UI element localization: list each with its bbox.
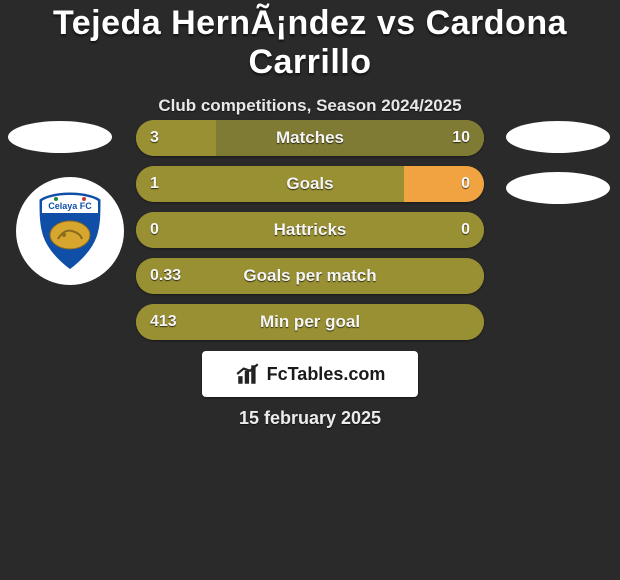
page-title: Tejeda HernÃ¡ndez vs Cardona Carrillo: [0, 0, 620, 82]
stat-left-fill: [136, 304, 484, 340]
stat-left-fill: [136, 166, 404, 202]
stat-row: Hattricks00: [136, 212, 484, 248]
stat-row: Goals10: [136, 166, 484, 202]
brand-text: FcTables.com: [267, 364, 386, 385]
stat-bars: Matches310 Goals10 Hattricks00 Goals per ma…: [136, 120, 484, 350]
stat-left-fill: [136, 258, 484, 294]
club-right-badge-placeholder: [506, 172, 610, 204]
stat-left-fill: [136, 212, 484, 248]
stat-right-fill: [404, 166, 484, 202]
footer-date: 15 february 2025: [0, 408, 620, 429]
player-left-avatar-placeholder: [8, 121, 112, 153]
bar-chart-icon: [235, 361, 261, 387]
club-left-badge: Celaya FC: [16, 177, 124, 285]
stat-row: Min per goal413: [136, 304, 484, 340]
svg-text:Celaya FC: Celaya FC: [48, 201, 92, 211]
stat-right-fill: [216, 120, 484, 156]
player-right-avatar-placeholder: [506, 121, 610, 153]
club-shield-icon: Celaya FC: [34, 189, 106, 273]
page-subtitle: Club competitions, Season 2024/2025: [0, 96, 620, 116]
stat-row: Matches310: [136, 120, 484, 156]
stat-row: Goals per match0.33: [136, 258, 484, 294]
brand-badge[interactable]: FcTables.com: [202, 351, 418, 397]
stat-left-fill: [136, 120, 216, 156]
